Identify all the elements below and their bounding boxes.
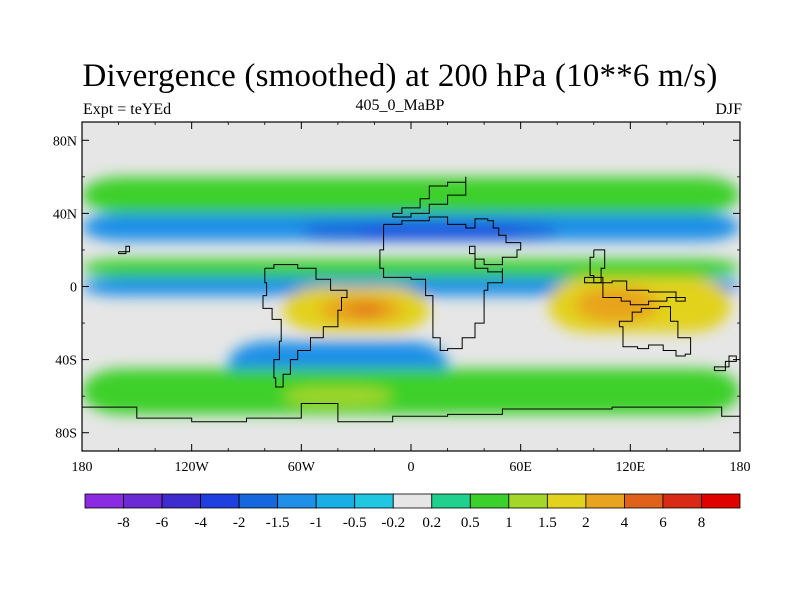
coastline-1: [262, 264, 348, 388]
colorbar-swatch-14: [624, 493, 664, 509]
colorbar-label-7: -0.2: [381, 515, 405, 531]
colorbar-swatch-6: [315, 493, 356, 509]
colorbar-swatch-4: [238, 493, 279, 509]
colorbar-label-6: -0.5: [343, 515, 367, 531]
colorbar-label-0: -8: [117, 515, 130, 531]
x-axis: 180 120W 60W 0 60E 120E 180: [72, 122, 751, 475]
y-tick-label-1: 40N: [53, 207, 77, 222]
colorbar-swatch-3: [200, 493, 240, 509]
divergence-field: [82, 176, 740, 415]
colorbar-swatch-12: [546, 493, 587, 509]
colorbar-label-3: -2: [233, 515, 246, 531]
period-label: 405_0_MaBP: [355, 97, 445, 114]
coastline-7: [713, 355, 737, 372]
colorbar-label-9: 0.5: [461, 515, 480, 531]
colorbar-swatch-13: [585, 493, 625, 509]
colorbar-swatch-0: [84, 493, 124, 509]
experiment-label: Expt = teYEd: [83, 101, 172, 118]
field-region-0: [82, 176, 740, 214]
x-tick-label-0: 180: [72, 460, 93, 475]
coastline-6: [584, 276, 686, 306]
field-region-4: [82, 259, 740, 278]
colorbar: -8 -6 -4 -2 -1.5 -1 -0.5 -0.2 0.2 0.5 1 1.5 2 4 6 8: [84, 493, 741, 531]
colorbar-label-8: 0.2: [422, 515, 441, 531]
colorbar-swatch-2: [161, 493, 201, 509]
y-axis: 80N 40N 0 40S 80S: [53, 134, 740, 442]
colorbar-label-13: 4: [621, 515, 629, 531]
colorbar-swatch-7: [354, 493, 394, 509]
colorbar-swatch-10: [469, 493, 510, 509]
colorbar-label-2: -4: [194, 515, 207, 531]
colorbar-label-5: -1: [310, 515, 323, 531]
y-tick-label-0: 80N: [53, 134, 77, 149]
colorbar-swatch-11: [508, 493, 548, 509]
field-region-10: [575, 286, 658, 324]
colorbar-swatch-9: [431, 493, 471, 509]
colorbar-label-15: 8: [698, 515, 706, 531]
colorbar-swatch-16: [701, 493, 741, 509]
field-region-8: [347, 304, 384, 314]
x-tick-label-3: 0: [408, 460, 415, 475]
x-tick-label-1: 120W: [175, 460, 210, 475]
field-region-13: [283, 387, 393, 406]
colorbar-label-4: -1.5: [266, 515, 290, 531]
field-region-12: [82, 368, 740, 415]
coastlines: [82, 176, 740, 423]
coastline-3: [82, 403, 740, 423]
colorbar-swatch-1: [123, 493, 163, 509]
season-label: DJF: [715, 101, 742, 118]
coastline-4: [392, 176, 467, 218]
coastline-8: [118, 245, 130, 255]
coastline-2: [618, 306, 692, 357]
x-tick-label-6: 180: [730, 460, 751, 475]
colorbar-label-14: 6: [659, 515, 667, 531]
chart-title: Divergence (smoothed) at 200 hPa (10**6 …: [82, 58, 718, 94]
x-tick-label-2: 60W: [288, 460, 316, 475]
colorbar-swatch-8: [392, 493, 433, 509]
y-tick-label-3: 40S: [55, 354, 77, 369]
x-tick-label-5: 120E: [616, 460, 646, 475]
colorbar-swatch-15: [662, 493, 702, 509]
field-region-3: [356, 226, 521, 236]
y-tick-label-4: 80S: [55, 427, 77, 442]
colorbar-label-1: -6: [156, 515, 169, 531]
colorbar-swatch-5: [277, 493, 317, 509]
x-tick-label-4: 60E: [509, 460, 532, 475]
colorbar-label-10: 1: [505, 515, 513, 531]
coastline-0: [379, 216, 522, 351]
colorbar-label-12: 2: [582, 515, 590, 531]
colorbar-label-11: 1.5: [538, 515, 557, 531]
y-tick-label-2: 0: [70, 281, 77, 296]
